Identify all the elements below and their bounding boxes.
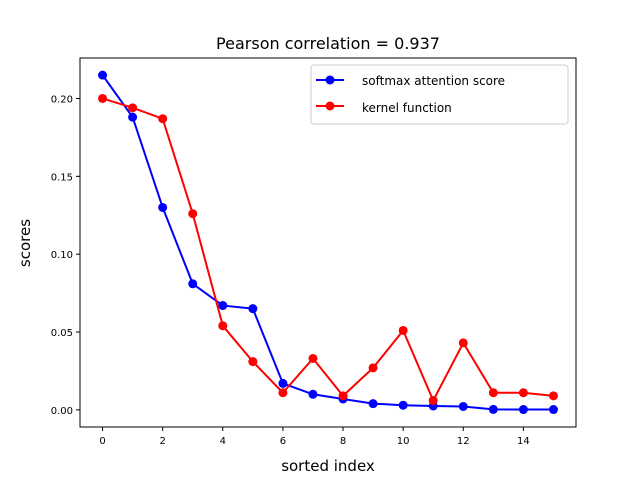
x-tick-label: 10 [397,436,410,447]
series-line-softmax [101,74,554,411]
data-point-kernel [338,391,348,401]
data-point-softmax [218,301,228,311]
y-tick-label: 0.10 [51,250,73,261]
data-point-kernel [398,325,408,335]
data-point-softmax [488,404,498,414]
data-point-softmax [188,279,198,289]
data-point-softmax [398,400,408,410]
x-tick-label: 12 [457,436,470,447]
data-point-softmax [128,112,138,122]
data-point-softmax [308,389,318,399]
data-point-softmax [98,70,108,80]
data-point-kernel [428,396,438,406]
legend-marker-softmax [325,75,335,85]
data-point-softmax [518,405,528,415]
data-point-kernel [218,321,228,331]
y-axis-label: scores [16,219,34,267]
data-point-kernel [548,391,558,401]
data-point-softmax [548,405,558,415]
legend-frame [310,64,569,125]
y-tick-label: 0.15 [51,172,73,183]
y-tick-label: 0.20 [51,94,73,105]
data-point-softmax [248,304,258,314]
data-point-softmax [158,202,168,212]
data-point-kernel [368,363,378,373]
x-axis-label: sorted index [281,457,375,475]
data-point-kernel [98,93,108,103]
data-point-kernel [128,103,138,113]
chart-title: Pearson correlation = 0.937 [216,34,440,53]
x-tick-label: 0 [99,436,105,447]
data-point-softmax [278,378,288,388]
data-point-kernel [458,338,468,348]
legend-label-kernel: kernel function [362,101,452,115]
data-point-kernel [188,209,198,219]
ticks-layer: 0 2 4 6 8 10 12 14 0.00 0.05 0.10 0.15 0.20 [51,94,530,447]
x-tick-label: 14 [517,436,530,447]
data-point-kernel [488,388,498,398]
x-tick-label: 2 [159,436,165,447]
series-line-kernel [102,97,554,402]
data-point-softmax [368,399,378,409]
x-tick-label: 4 [220,436,226,447]
x-tick-label: 8 [340,436,346,447]
x-tick-label: 6 [280,436,286,447]
data-point-softmax [458,401,468,411]
legend-marker-kernel [325,101,335,111]
plot-area-frame [79,57,577,428]
series-layer [98,70,558,415]
data-point-kernel [518,388,528,398]
legend: softmax attention score kernel function [310,64,569,125]
y-tick-label: 0.00 [51,406,73,417]
data-point-kernel [308,353,318,363]
data-point-kernel [248,357,258,367]
y-tick-label: 0.05 [51,328,73,339]
data-point-kernel [158,114,168,124]
legend-label-softmax: softmax attention score [362,74,505,88]
data-point-kernel [278,388,288,398]
